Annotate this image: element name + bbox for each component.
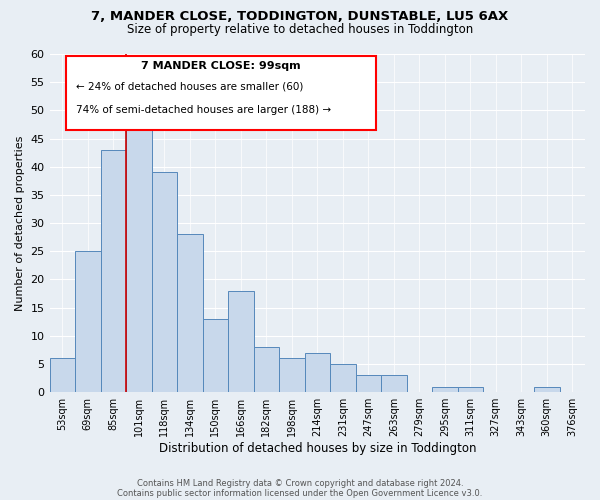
Y-axis label: Number of detached properties: Number of detached properties [15,136,25,311]
Bar [534,386,560,392]
Bar [330,364,356,392]
Text: 7, MANDER CLOSE, TODDINGTON, DUNSTABLE, LU5 6AX: 7, MANDER CLOSE, TODDINGTON, DUNSTABLE, … [91,10,509,23]
Bar [177,234,203,392]
Bar [254,347,279,392]
X-axis label: Distribution of detached houses by size in Toddington: Distribution of detached houses by size … [158,442,476,455]
Text: Size of property relative to detached houses in Toddington: Size of property relative to detached ho… [127,22,473,36]
Bar [305,353,330,392]
Text: Contains public sector information licensed under the Open Government Licence v3: Contains public sector information licen… [118,488,482,498]
Bar [228,290,254,392]
Bar [75,252,101,392]
Bar [279,358,305,392]
Bar [432,386,458,392]
Text: 7 MANDER CLOSE: 99sqm: 7 MANDER CLOSE: 99sqm [141,61,301,71]
Bar [152,172,177,392]
Bar [126,128,152,392]
Bar [356,376,381,392]
Bar [458,386,483,392]
Bar [203,319,228,392]
Bar [101,150,126,392]
Bar [50,358,75,392]
Text: 74% of semi-detached houses are larger (188) →: 74% of semi-detached houses are larger (… [76,104,331,115]
Bar [381,376,407,392]
Text: Contains HM Land Registry data © Crown copyright and database right 2024.: Contains HM Land Registry data © Crown c… [137,478,463,488]
Text: ← 24% of detached houses are smaller (60): ← 24% of detached houses are smaller (60… [76,81,304,91]
FancyBboxPatch shape [65,56,376,130]
